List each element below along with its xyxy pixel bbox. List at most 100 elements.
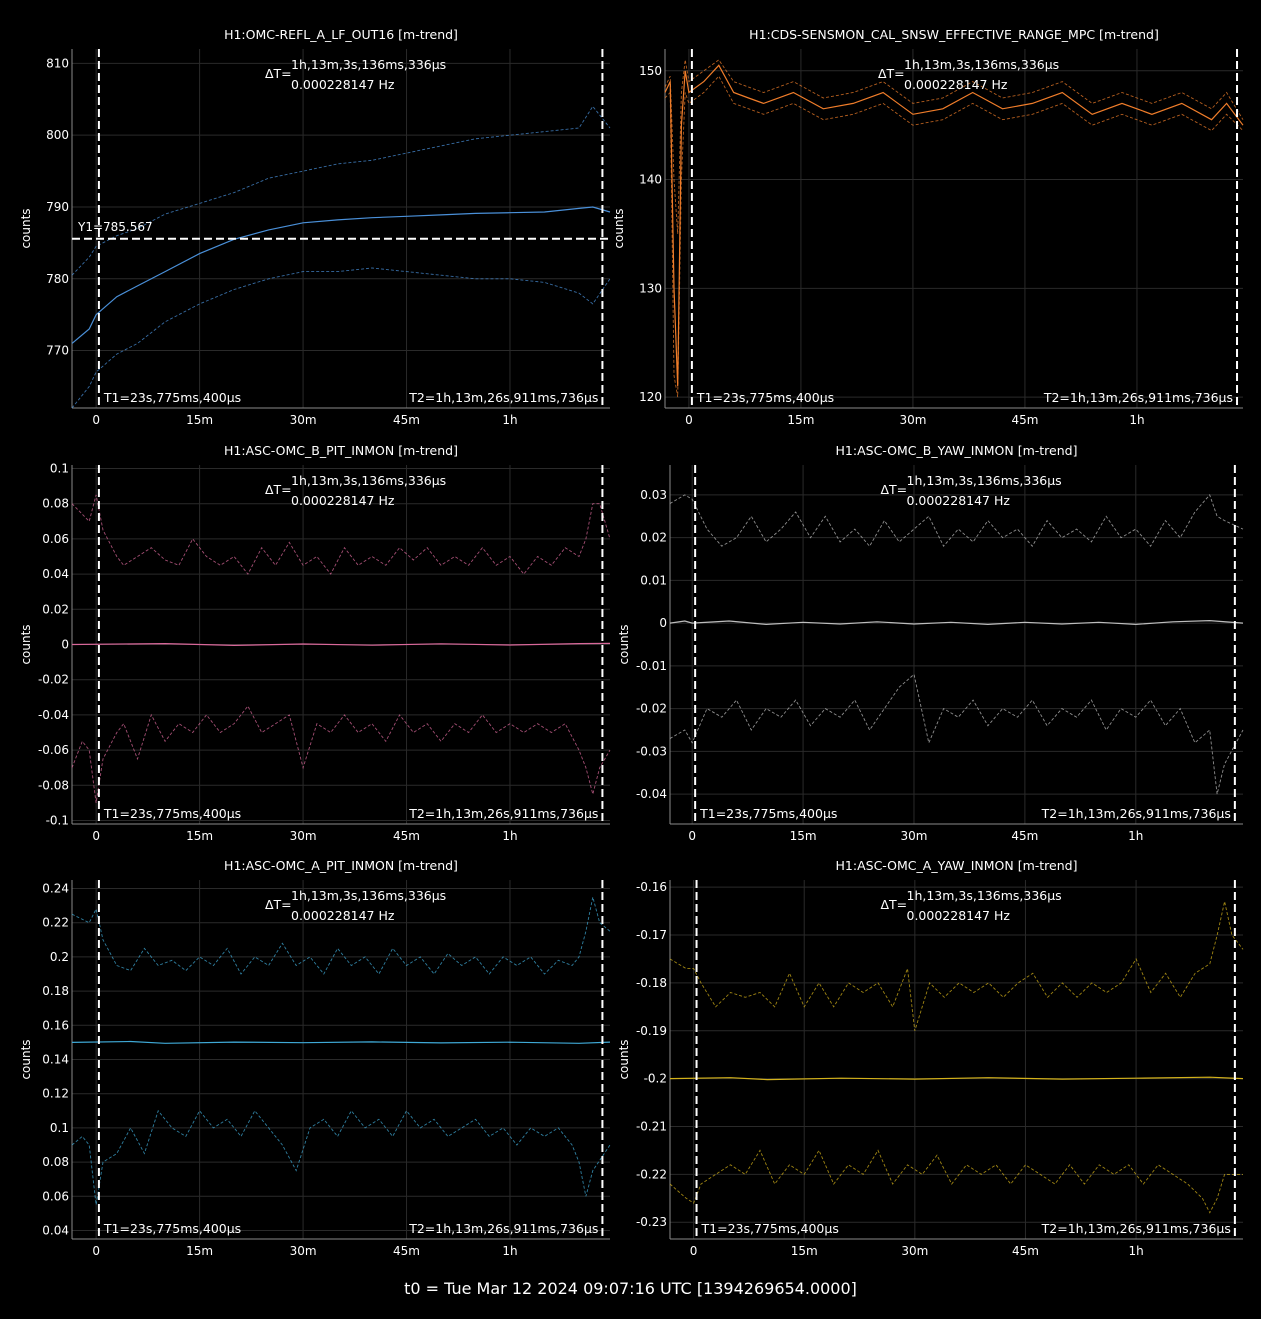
delta-t-label: ΔT= — [265, 897, 292, 912]
x-tick-label: 15m — [186, 829, 213, 843]
series-max-line — [669, 901, 1244, 1031]
x-tick-label: 1h — [1129, 413, 1144, 427]
x-tick-label: 30m — [290, 829, 317, 843]
delta-t-frequency: 0.000228147 Hz — [904, 77, 1008, 92]
series-mean-line — [669, 1076, 1244, 1081]
y-tick-label: 0.06 — [42, 532, 69, 546]
delta-t-label: ΔT= — [878, 66, 905, 81]
x-tick-label: 15m — [791, 1244, 818, 1258]
y-tick-label: 800 — [46, 128, 69, 142]
x-tick-label: 30m — [901, 829, 928, 843]
x-tick-label: 45m — [393, 1244, 420, 1258]
y-tick-label: 0.24 — [42, 882, 69, 896]
y-tick-label: 810 — [46, 56, 69, 70]
chart-title: H1:OMC-REFL_A_LF_OUT16 [m-trend] — [224, 27, 458, 42]
delta-t-label: ΔT= — [881, 897, 908, 912]
x-tick-label: 0 — [92, 829, 100, 843]
chart-panel-3: H1:ASC-OMC_B_PIT_INMON [m-trend] -0.1 -0.0… — [19, 443, 611, 843]
y-tick-label: 0.14 — [42, 1053, 69, 1067]
x-tick-label: 1h — [502, 829, 517, 843]
series-min-line — [669, 673, 1244, 795]
x-tick-label: 15m — [186, 413, 213, 427]
y-tick-label: -0.02 — [636, 702, 667, 716]
y-tick-label: -0.16 — [636, 880, 667, 894]
series-min-line — [71, 267, 611, 409]
y-tick-label: 0.03 — [640, 488, 667, 502]
series-min-line — [71, 1109, 611, 1205]
y-tick-label: -0.2 — [644, 1072, 667, 1086]
cursor-t2-label: T2=1h,13m,26s,911ms,736µs — [1041, 806, 1231, 821]
cursor-t1-label: T1=23s,775ms,400µs — [103, 806, 241, 821]
cursor-t2-label: T2=1h,13m,26s,911ms,736µs — [408, 1221, 598, 1236]
chart-panel-1: H1:OMC-REFL_A_LF_OUT16 [m-trend] 770 780 79… — [19, 27, 611, 427]
delta-t-frequency: 0.000228147 Hz — [291, 77, 395, 92]
y-tick-label: -0.06 — [38, 743, 69, 757]
y-axis-label: counts — [617, 1039, 631, 1079]
chart-title: H1:CDS-SENSMON_CAL_SNSW_EFFECTIVE_RANGE_… — [749, 27, 1159, 42]
series-mean-line — [664, 64, 1244, 387]
y-tick-label: -0.17 — [636, 928, 667, 942]
x-tick-label: 1h — [502, 1244, 517, 1258]
chart-panel-5: H1:ASC-OMC_A_PIT_INMON [m-trend] 0.04 0.06… — [19, 858, 611, 1258]
delta-t-label: ΔT= — [265, 482, 292, 497]
y-tick-label: 0 — [659, 616, 667, 630]
x-tick-label: 0 — [685, 413, 693, 427]
y-tick-label: -0.01 — [636, 659, 667, 673]
y-tick-label: 0.04 — [42, 1223, 69, 1237]
y-tick-label: -0.23 — [636, 1215, 667, 1229]
x-tick-label: 1h — [502, 413, 517, 427]
delta-t-frequency: 0.000228147 Hz — [291, 493, 395, 508]
x-tick-label: 30m — [899, 413, 926, 427]
delta-t-value: 1h,13m,3s,136ms,336µs — [907, 888, 1062, 903]
delta-t-frequency: 0.000228147 Hz — [291, 908, 395, 923]
y-axis-label: counts — [19, 1039, 33, 1079]
x-tick-label: 1h — [1128, 1244, 1143, 1258]
y-tick-label: 0.22 — [42, 916, 69, 930]
x-tick-label: 15m — [787, 413, 814, 427]
y-tick-label: -0.03 — [636, 744, 667, 758]
cursor-y1-label: Y1=785.567 — [77, 220, 153, 234]
y-tick-label: 0.02 — [640, 531, 667, 545]
x-tick-label: 30m — [290, 1244, 317, 1258]
y-tick-label: -0.08 — [38, 778, 69, 792]
series-mean-line — [71, 206, 611, 344]
y-axis-label: counts — [617, 624, 631, 664]
y-tick-label: -0.18 — [636, 976, 667, 990]
y-tick-label: 780 — [46, 272, 69, 286]
y-tick-label: 0.08 — [42, 497, 69, 511]
y-tick-label: -0.04 — [38, 708, 69, 722]
cursor-t1-label: T1=23s,775ms,400µs — [103, 1221, 241, 1236]
x-tick-label: 0 — [690, 1244, 698, 1258]
cursor-t2-label: T2=1h,13m,26s,911ms,736µs — [1041, 1221, 1231, 1236]
series-min-line — [664, 75, 1244, 398]
y-axis-label: counts — [19, 624, 33, 664]
y-axis-label: counts — [19, 208, 33, 248]
y-tick-label: 0.08 — [42, 1155, 69, 1169]
series-max-line — [71, 494, 611, 575]
x-tick-label: 45m — [393, 413, 420, 427]
delta-t-value: 1h,13m,3s,136ms,336µs — [291, 888, 446, 903]
y-tick-label: 0.2 — [50, 950, 69, 964]
y-tick-label: 0.01 — [640, 573, 667, 587]
x-tick-label: 0 — [92, 413, 100, 427]
series-mean-line — [669, 619, 1244, 626]
series-max-line — [664, 59, 1244, 234]
delta-t-frequency: 0.000228147 Hz — [907, 493, 1011, 508]
x-tick-label: 0 — [92, 1244, 100, 1258]
x-tick-label: 45m — [1011, 829, 1038, 843]
delta-t-label: ΔT= — [265, 66, 292, 81]
y-tick-label: 120 — [639, 390, 662, 404]
x-tick-label: 45m — [393, 829, 420, 843]
y-axis-label: counts — [612, 208, 626, 248]
y-tick-label: 140 — [639, 173, 662, 187]
x-tick-label: 45m — [1011, 413, 1038, 427]
chart-title: H1:ASC-OMC_A_PIT_INMON [m-trend] — [224, 858, 458, 873]
y-tick-label: 0.12 — [42, 1087, 69, 1101]
y-tick-label: -0.04 — [636, 787, 667, 801]
y-tick-label: 0.02 — [42, 602, 69, 616]
delta-t-value: 1h,13m,3s,136ms,336µs — [291, 473, 446, 488]
x-tick-label: 15m — [186, 1244, 213, 1258]
chart-panel-6: H1:ASC-OMC_A_YAW_INMON [m-trend] -0.23 -0.… — [617, 858, 1244, 1258]
